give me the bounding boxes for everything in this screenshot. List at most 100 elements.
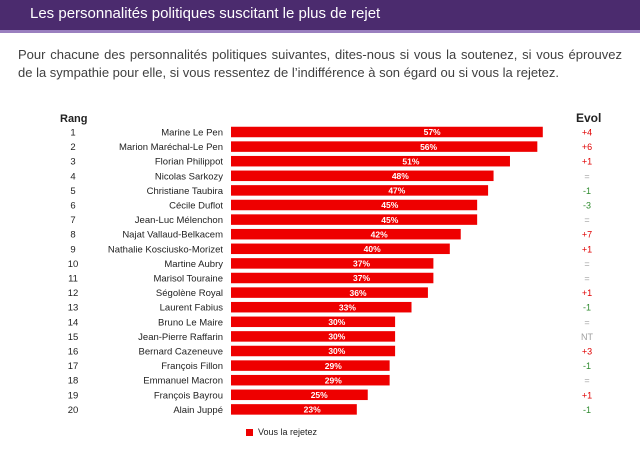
rank-label: 11: [68, 274, 78, 285]
page-title: Les personnalités politiques suscitant l…: [30, 5, 381, 22]
bar: [231, 287, 428, 298]
rank-label: 18: [68, 376, 79, 387]
rank-label: 1: [70, 128, 75, 139]
evol-value: +1: [582, 390, 592, 400]
bar: [231, 214, 478, 225]
legend-swatch: [246, 428, 253, 436]
data-label: 37%: [353, 273, 370, 283]
data-label: 30%: [328, 317, 345, 327]
rank-label: 8: [70, 230, 75, 241]
rank-label: 19: [68, 390, 79, 401]
evol-column-header: Evol: [576, 111, 602, 125]
personality-label: Nathalie Kosciusko-Morizet: [108, 244, 223, 255]
bar: [231, 360, 390, 371]
bar: [231, 141, 538, 152]
evol-value: +1: [582, 288, 592, 298]
title-bar-accent: [0, 30, 640, 33]
evol-value: NT: [581, 332, 593, 342]
personality-label: Marion Maréchal-Le Pen: [119, 142, 223, 153]
evol-value: =: [584, 317, 589, 327]
personality-label: Martine Aubry: [164, 259, 223, 270]
rank-label: 12: [68, 288, 79, 299]
evol-value: +1: [582, 157, 592, 167]
question-text: Pour chacune des personnalités politique…: [18, 47, 622, 80]
bar: [231, 389, 368, 401]
bar: [231, 404, 357, 415]
personality-label: Bruno Le Maire: [158, 317, 223, 328]
data-label: 57%: [424, 127, 441, 137]
personality-label: Nicolas Sarkozy: [155, 171, 223, 182]
bar: [231, 170, 494, 182]
bar: [231, 185, 489, 196]
personality-label: Emmanuel Macron: [143, 376, 223, 387]
ranking-bar-chart: 1 Marine Le Pen 57% +4 2 Marion Maréchal-Le P…: [68, 126, 593, 416]
personality-label: Laurent Fabius: [160, 303, 224, 314]
evol-value: +7: [582, 230, 592, 240]
evol-value: +6: [582, 142, 592, 152]
rank-label: 17: [68, 361, 79, 372]
rank-label: 13: [68, 303, 79, 314]
personality-label: Jean-Luc Mélenchon: [135, 215, 223, 226]
bar: [231, 199, 478, 211]
personality-label: Marisol Touraine: [153, 274, 223, 285]
data-label: 45%: [381, 215, 398, 225]
rank-label: 3: [70, 157, 75, 168]
data-label: 30%: [328, 332, 345, 342]
personality-label: Christiane Taubira: [147, 186, 224, 197]
data-label: 29%: [325, 361, 342, 371]
evol-value: +4: [582, 128, 592, 138]
evol-value: -1: [583, 303, 591, 313]
personality-label: Cécile Duflot: [169, 201, 223, 212]
evol-value: -1: [583, 405, 591, 415]
bar: [231, 272, 434, 284]
evol-value: -3: [583, 201, 591, 211]
bar: [231, 331, 396, 342]
evol-value: =: [584, 215, 589, 225]
rank-label: 6: [70, 201, 75, 212]
personality-label: Florian Philippot: [155, 157, 223, 168]
bar: [231, 374, 390, 386]
rank-label: 16: [68, 347, 79, 358]
evol-value: +3: [582, 347, 592, 357]
rank-label: 9: [70, 244, 75, 255]
rank-label: 10: [68, 259, 79, 270]
data-label: 36%: [350, 288, 367, 298]
data-label: 42%: [371, 229, 388, 239]
evol-value: =: [584, 274, 589, 284]
bar: [231, 345, 396, 357]
bar: [231, 126, 543, 138]
evol-value: -1: [583, 186, 591, 196]
data-label: 29%: [325, 375, 342, 385]
bar: [231, 301, 412, 313]
rank-label: 4: [70, 171, 75, 182]
personality-label: Ségolène Royal: [156, 288, 223, 299]
personality-label: Najat Vallaud-Belkacem: [122, 230, 223, 241]
data-label: 33%: [339, 302, 356, 312]
evol-value: =: [584, 376, 589, 386]
rank-label: 15: [68, 332, 79, 343]
data-label: 37%: [353, 259, 370, 269]
data-label: 30%: [328, 346, 345, 356]
data-label: 45%: [381, 200, 398, 210]
personality-label: Bernard Cazeneuve: [139, 347, 224, 358]
bar: [231, 155, 510, 167]
title-bar: [0, 0, 640, 30]
rank-label: 7: [70, 215, 75, 226]
personality-label: Jean-Pierre Raffarin: [138, 332, 223, 343]
evol-value: =: [584, 171, 589, 181]
data-label: 47%: [388, 186, 405, 196]
rank-label: 14: [68, 317, 79, 328]
data-label: 25%: [311, 390, 328, 400]
bar: [231, 258, 434, 269]
evol-value: =: [584, 259, 589, 269]
bar: [231, 316, 396, 328]
personality-label: Marine Le Pen: [161, 128, 223, 139]
data-label: 40%: [364, 244, 381, 254]
rank-label: 5: [70, 186, 75, 197]
rank-label: 2: [70, 142, 75, 153]
evol-value: -1: [583, 361, 591, 371]
personality-label: François Fillon: [161, 361, 223, 372]
bar: [231, 243, 450, 255]
data-label: 48%: [392, 171, 409, 181]
personality-label: François Bayrou: [154, 390, 223, 401]
